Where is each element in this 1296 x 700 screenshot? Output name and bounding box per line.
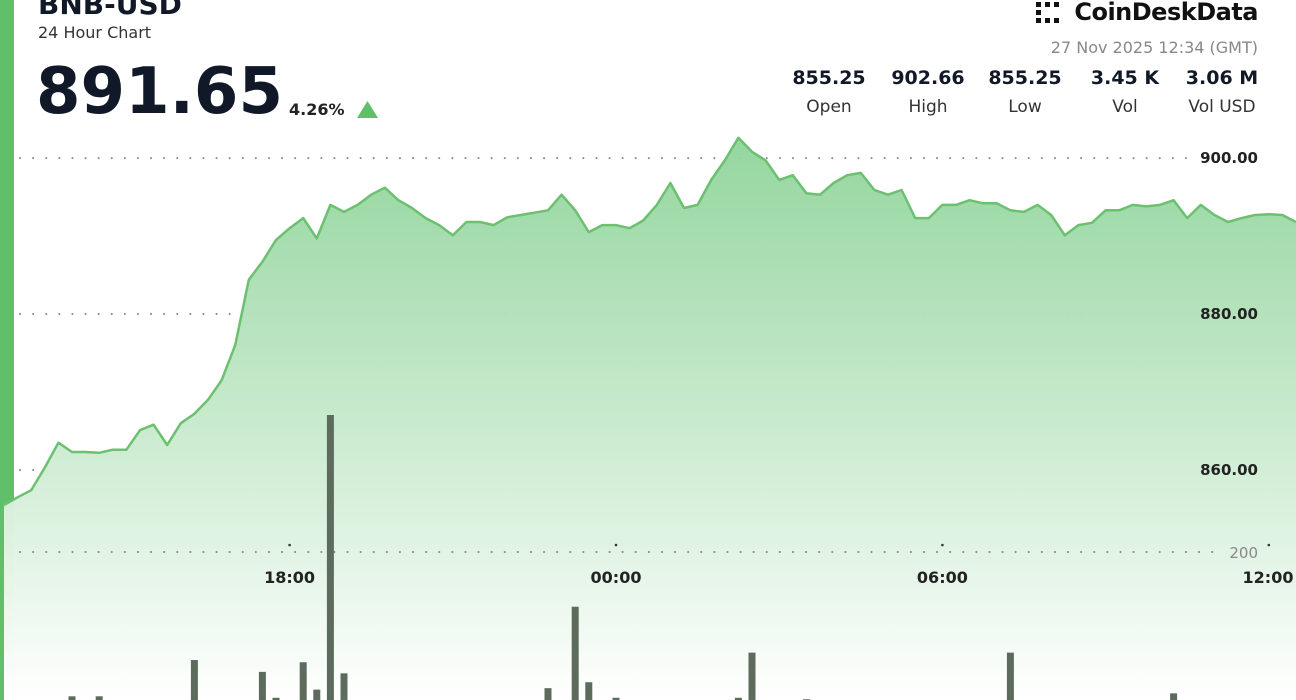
- volume-bar: [272, 697, 280, 700]
- up-arrow: [357, 101, 378, 118]
- x-tick: [941, 543, 944, 547]
- price-line: [3, 136, 1296, 507]
- volume-bar: [571, 606, 579, 700]
- stat-label: High: [908, 97, 947, 117]
- y-tick-label: 900.00: [1200, 149, 1258, 167]
- volume-bar: [544, 688, 552, 700]
- price: 891.65: [36, 55, 283, 129]
- y-tick-label: 860.00: [1200, 461, 1258, 479]
- x-tick-label: 00:00: [591, 568, 642, 587]
- timestamp: 27 Nov 2025 12:34 (GMT): [1051, 38, 1258, 57]
- brand-logo: CoinDeskData: [1036, 0, 1259, 26]
- volume-bar: [68, 696, 76, 700]
- stat-value: 3.06 M: [1186, 67, 1258, 89]
- volume-bar: [612, 697, 620, 700]
- x-tick-label: 18:00: [264, 568, 315, 587]
- volume-bar: [299, 662, 307, 700]
- x-tick: [288, 543, 291, 547]
- volume-bar: [258, 671, 266, 700]
- plot: 860.00 880.00 900.00 18:00 00:00 06:00 12:00 20…: [3, 136, 1296, 700]
- stat-label: Vol: [1112, 97, 1137, 117]
- volume-bar: [585, 682, 593, 700]
- stat-value: 3.45 K: [1091, 67, 1160, 89]
- x-tick: [614, 543, 618, 547]
- stat-label: Vol USD: [1188, 97, 1255, 117]
- volume-bar: [190, 660, 198, 700]
- volume-tick-label: 200: [1229, 544, 1258, 562]
- stat-value: 855.25: [792, 67, 865, 89]
- volume-bar: [748, 652, 756, 700]
- change: 4.26%: [289, 100, 345, 119]
- stat-label: Low: [1008, 97, 1042, 117]
- price-area: [4, 137, 1296, 700]
- x-tick: [1267, 543, 1271, 547]
- x-tick-label: 12:00: [1243, 568, 1294, 587]
- volume-bar: [734, 697, 742, 700]
- y-tick-label: 880.00: [1200, 305, 1258, 323]
- volume-bar: [313, 689, 321, 700]
- x-tick-label: 06:00: [917, 568, 968, 587]
- stat-value: 902.66: [891, 67, 964, 89]
- volume-bar: [95, 696, 103, 700]
- volume-bar: [1006, 652, 1014, 700]
- subtitle: 24 Hour Chart: [38, 23, 151, 42]
- stat-label: Open: [806, 97, 851, 117]
- symbol: BNB-USD: [38, 0, 182, 21]
- stat-value: 855.25: [988, 67, 1061, 89]
- stats: 855.25 Open 902.66 High 855.25 Low 3.45 K Vol 3.…: [792, 67, 1258, 117]
- volume-bar: [326, 415, 334, 700]
- volume-bar: [340, 673, 348, 700]
- volume-bar: [1170, 693, 1178, 700]
- brand: CoinDeskData: [1074, 0, 1258, 26]
